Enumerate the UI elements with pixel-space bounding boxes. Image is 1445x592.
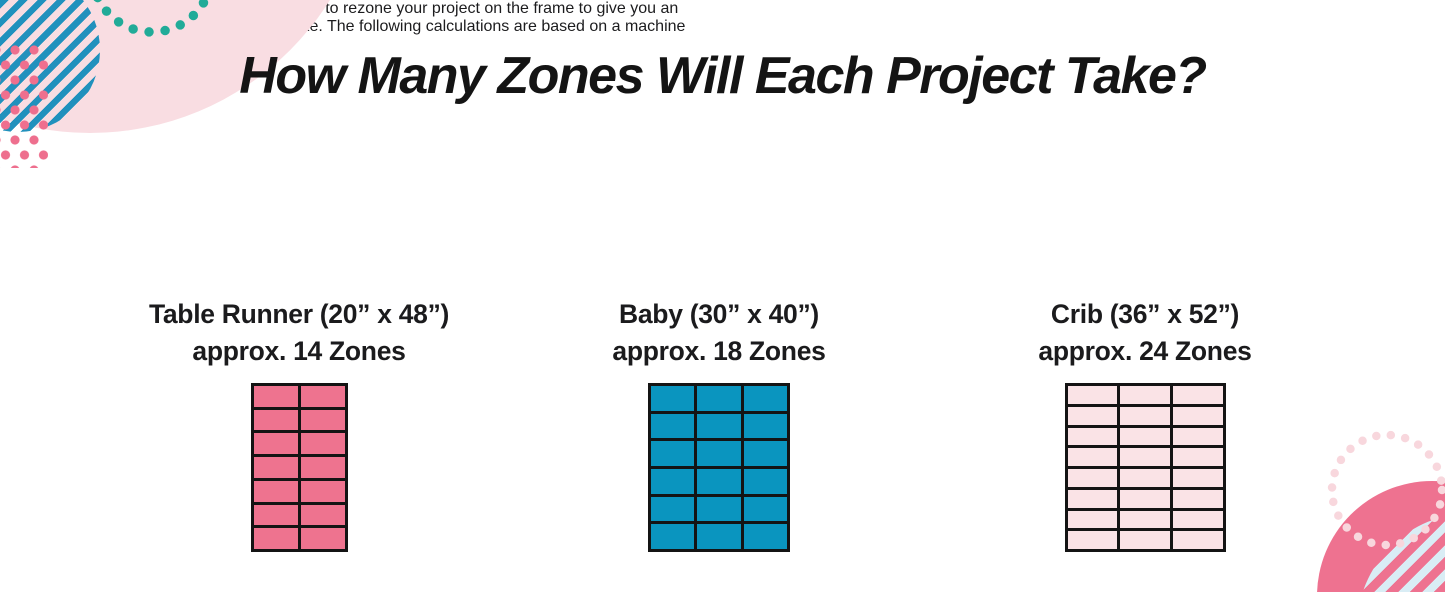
zone-cell bbox=[300, 409, 345, 431]
zone-cell bbox=[1067, 427, 1118, 446]
zone-cell bbox=[1120, 427, 1170, 446]
zone-cell bbox=[651, 524, 695, 549]
zone-grid-crib bbox=[1064, 383, 1226, 552]
intro-line: We’ve calculated how many times you’ll h… bbox=[0, 0, 679, 17]
zone-cell bbox=[1067, 386, 1118, 404]
intro-line: idea of what using the Mini Quilter will… bbox=[0, 18, 686, 35]
zone-cell bbox=[1067, 469, 1118, 487]
zone-cell bbox=[253, 457, 298, 478]
dotted-ring-icon bbox=[1327, 430, 1445, 550]
zone-cell bbox=[697, 524, 741, 549]
zone-cell bbox=[697, 441, 741, 466]
zone-cell bbox=[651, 441, 695, 466]
page-title: How Many Zones Will Each Project Take? bbox=[239, 47, 1207, 105]
zone-cell bbox=[1172, 469, 1223, 487]
zone-cell bbox=[300, 504, 345, 526]
zone-cell bbox=[743, 441, 787, 466]
zone-cell bbox=[253, 480, 298, 502]
zone-cell bbox=[1067, 489, 1118, 508]
project-name: Baby (30” x 40”) bbox=[619, 299, 819, 329]
zone-cell bbox=[651, 468, 695, 494]
zone-cell bbox=[651, 413, 695, 439]
zone-cell bbox=[253, 386, 298, 407]
zone-cell bbox=[1172, 489, 1223, 508]
zone-cell bbox=[1120, 489, 1170, 508]
zone-cell bbox=[743, 413, 787, 439]
zone-cell bbox=[1172, 427, 1223, 446]
project-crib: Crib (36” x 52”) approx. 24 Zones bbox=[955, 296, 1335, 552]
project-table-runner: Table Runner (20” x 48”) approx. 14 Zone… bbox=[109, 296, 489, 552]
project-name: Crib (36” x 52”) bbox=[1050, 299, 1240, 329]
zone-cell bbox=[1067, 510, 1118, 529]
zone-cell bbox=[1172, 531, 1223, 549]
zone-cell bbox=[697, 386, 741, 411]
zone-cell bbox=[1172, 448, 1223, 466]
zone-cell bbox=[253, 409, 298, 431]
zone-cell bbox=[743, 468, 787, 494]
zone-cell bbox=[253, 504, 298, 526]
zone-cell bbox=[253, 528, 298, 549]
zone-cell bbox=[1120, 531, 1170, 549]
project-zone-count: approx. 18 Zones bbox=[612, 336, 826, 366]
zone-cell bbox=[1067, 406, 1118, 425]
zone-cell bbox=[300, 433, 345, 455]
zone-cell bbox=[697, 496, 741, 522]
zone-cell bbox=[743, 386, 787, 411]
zone-cell bbox=[697, 413, 741, 439]
zone-cell bbox=[743, 524, 787, 549]
zone-cell bbox=[1172, 406, 1223, 425]
zone-cell bbox=[697, 468, 741, 494]
pink-circle-decor bbox=[1317, 481, 1445, 592]
zone-cell bbox=[1120, 448, 1170, 466]
zone-cell bbox=[651, 496, 695, 522]
zone-cell bbox=[1067, 448, 1118, 466]
zone-cell bbox=[651, 386, 695, 411]
zone-cell bbox=[300, 386, 345, 407]
zone-cell bbox=[1172, 510, 1223, 529]
project-zone-count: approx. 14 Zones bbox=[192, 336, 406, 366]
pale-striped-circle-icon bbox=[1357, 513, 1445, 592]
project-name: Table Runner (20” x 48”) bbox=[148, 299, 450, 329]
zone-cell bbox=[743, 496, 787, 522]
zone-grid-baby bbox=[648, 383, 790, 552]
zone-cell bbox=[1120, 386, 1170, 404]
zone-cell bbox=[1120, 469, 1170, 487]
zone-cell bbox=[1067, 531, 1118, 549]
zone-cell bbox=[1120, 510, 1170, 529]
zone-cell bbox=[300, 480, 345, 502]
zone-grid-table-runner bbox=[250, 383, 348, 552]
zone-cell bbox=[300, 528, 345, 549]
zone-cell bbox=[1172, 386, 1223, 404]
zone-cell bbox=[300, 457, 345, 478]
zone-cell bbox=[253, 433, 298, 455]
zone-cell bbox=[1120, 406, 1170, 425]
project-zone-count: approx. 24 Zones bbox=[1038, 336, 1252, 366]
project-baby: Baby (30” x 40”) approx. 18 Zones bbox=[529, 296, 909, 552]
